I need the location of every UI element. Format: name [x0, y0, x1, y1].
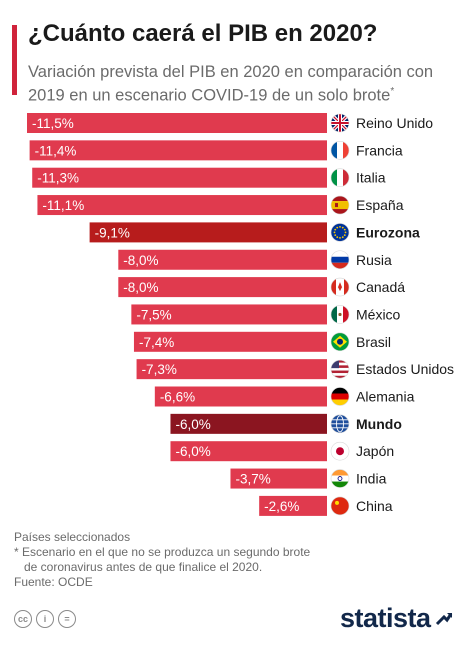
bar-value-label: -3,7%: [235, 472, 270, 487]
footnotes: Países seleccionados * Escenario en el q…: [14, 530, 310, 590]
nd-icon[interactable]: =: [58, 610, 76, 628]
bar: [29, 140, 327, 161]
bar-value-label: -11,5%: [32, 116, 74, 131]
bar-row: -7,4% Brasil: [133, 331, 391, 352]
bar: [89, 222, 327, 243]
bar-value-label: -6,0%: [175, 444, 210, 459]
statista-logo[interactable]: statista: [340, 603, 453, 634]
license-icons[interactable]: cc i =: [14, 610, 76, 628]
bar-row: -3,7% India: [230, 468, 387, 489]
bar-row: -11,1% España: [37, 195, 404, 216]
china-flag-icon: [330, 496, 350, 516]
subtitle-text: Variación prevista del PIB en 2020 en co…: [28, 63, 434, 105]
country-label: España: [356, 197, 404, 213]
bar: [27, 113, 327, 133]
country-label: Canadá: [356, 279, 405, 295]
brazil-flag-icon: [330, 332, 350, 352]
bar: [133, 331, 327, 352]
bar: [154, 386, 327, 407]
bar-row: -7,5% México: [131, 304, 401, 325]
italy-flag-icon: [330, 168, 350, 187]
bar-row: -11,5% Reino Unido: [27, 113, 433, 133]
mexico-flag-icon: [330, 305, 350, 324]
bar-value-label: -7,4%: [139, 335, 174, 350]
bar: [170, 441, 327, 462]
country-label: Mundo: [356, 416, 402, 432]
bar-value-label: -6,0%: [175, 417, 210, 432]
india-flag-icon: [330, 469, 350, 488]
bar-value-label: -8,0%: [123, 280, 158, 295]
chart-title: ¿Cuánto caerá el PIB en 2020?: [28, 20, 378, 47]
brand-text: statista: [340, 603, 431, 633]
bar: [118, 277, 327, 298]
bar-row: -9,1% Eurozona: [89, 222, 420, 243]
bar-row: -11,3% Italia: [32, 167, 386, 188]
by-icon[interactable]: i: [36, 610, 54, 628]
country-label: Rusia: [356, 252, 392, 268]
bar-value-label: -11,4%: [35, 143, 77, 158]
country-label: Italia: [356, 170, 386, 186]
subtitle-footnote-mark: *: [390, 86, 395, 97]
country-label: México: [356, 306, 401, 322]
bar: [118, 249, 327, 270]
bar-row: -6,6% Alemania: [154, 386, 415, 407]
title-accent-bar: [12, 25, 17, 95]
note-scenario-line1: * Escenario en el que no se produzca un …: [14, 545, 311, 559]
bar-row: -8,0% Rusia: [118, 249, 392, 270]
cc-icon[interactable]: cc: [14, 610, 32, 628]
statista-mark-icon: [435, 612, 452, 625]
bar-value-label: -6,6%: [160, 390, 195, 405]
world-globe-icon: [330, 414, 350, 434]
spain-flag-icon: [330, 195, 350, 215]
bar: [230, 468, 327, 489]
japan-flag-icon: [330, 441, 350, 461]
russia-flag-icon: [330, 250, 350, 270]
bar-row: -8,0% Canadá: [118, 277, 405, 298]
country-label: Alemania: [356, 389, 415, 405]
bar: [170, 413, 327, 434]
usa-flag-icon: [330, 359, 350, 379]
country-label: China: [356, 498, 393, 514]
bar-value-label: -7,3%: [142, 362, 177, 377]
bar-row: -7,3% Estados Unidos: [136, 359, 454, 380]
bar: [259, 495, 327, 516]
bar-value-label: -11,3%: [37, 171, 79, 186]
bar: [37, 195, 327, 216]
canada-flag-icon: [330, 277, 350, 297]
source-note: Fuente: OCDE: [14, 575, 93, 589]
bar-row: -6,0% Mundo: [170, 413, 402, 434]
bar-value-label: -11,1%: [42, 198, 84, 213]
bar: [131, 304, 327, 325]
bar: [136, 359, 327, 380]
country-label: Japón: [356, 443, 394, 459]
country-label: Brasil: [356, 334, 391, 350]
uk-flag-icon: [330, 113, 350, 133]
country-label: Estados Unidos: [356, 361, 454, 377]
note-scenario-line2: de coronavirus antes de que finalice el …: [24, 560, 263, 574]
country-label: Eurozona: [356, 224, 420, 240]
eu-flag-icon: [330, 223, 350, 242]
germany-flag-icon: [330, 387, 350, 406]
bar-row: -11,4% Francia: [29, 140, 403, 161]
bar-value-label: -2,6%: [264, 499, 299, 514]
bar: [32, 167, 327, 188]
bar-row: -6,0% Japón: [170, 441, 394, 462]
bar-value-label: -9,1%: [95, 225, 130, 240]
country-label: Reino Unido: [356, 115, 433, 131]
bar-chart: -11,5% Reino Unido -11,4% Francia -11,3% Ital…: [27, 113, 454, 516]
country-label: India: [356, 471, 387, 487]
country-label: Francia: [356, 142, 403, 158]
bar-value-label: -8,0%: [123, 253, 158, 268]
france-flag-icon: [330, 141, 350, 160]
chart-subtitle: Variación prevista del PIB en 2020 en co…: [28, 62, 468, 106]
bar-value-label: -7,5%: [136, 307, 171, 322]
bar-row: -2,6% China: [259, 495, 393, 516]
note-selected-countries: Países seleccionados: [14, 530, 131, 544]
